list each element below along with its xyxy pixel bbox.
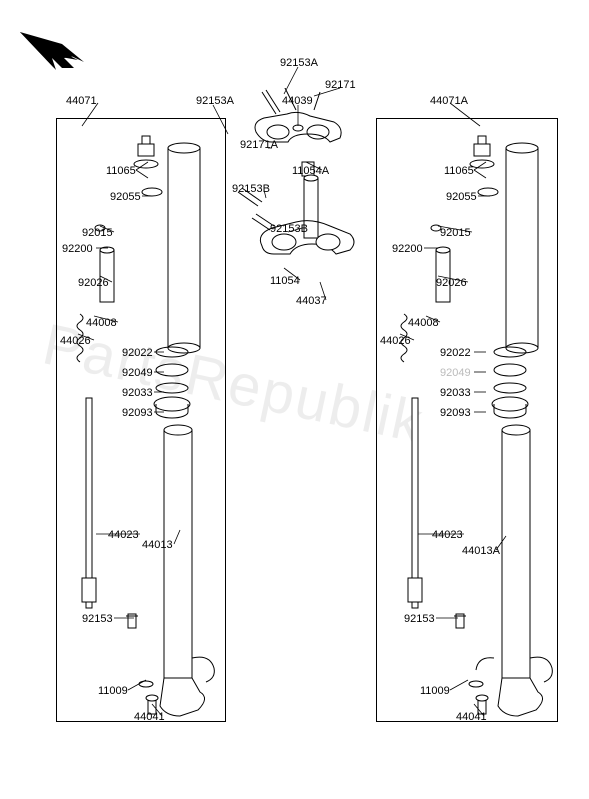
part-label-92153A_L: 92153A [196,96,234,107]
part-label-92049_L: 92049 [122,368,153,379]
part-label-92055_R: 92055 [446,192,477,203]
part-label-92093_L: 92093 [122,408,153,419]
part-label-44041_L: 44041 [134,712,165,723]
part-label-92153B_L: 92153B [270,224,308,235]
part-label-44023_R: 44023 [432,530,463,541]
part-label-11065_R: 11065 [444,166,474,177]
part-label-11009_R: 11009 [420,686,450,697]
part-label-44026_R: 44026 [380,336,411,347]
part-label-92033_R: 92033 [440,388,471,399]
part-label-92022_L: 92022 [122,348,153,359]
part-label-92171A: 92171A [240,140,278,151]
part-label-11009_L: 11009 [98,686,128,697]
part-label-92200_R: 92200 [392,244,423,255]
leader-lines [0,0,589,799]
part-label-44039: 44039 [282,96,313,107]
diagram-container: PartsRepublik [0,0,589,799]
part-label-92153_L: 92153 [82,614,113,625]
part-label-44071A: 44071A [430,96,468,107]
part-label-44041_R: 44041 [456,712,487,723]
part-label-92153B_U: 92153B [232,184,270,195]
part-label-92022_R: 92022 [440,348,471,359]
part-label-92026_R: 92026 [436,278,467,289]
part-label-44037: 44037 [296,296,327,307]
part-label-92200_L: 92200 [62,244,93,255]
part-label-92015_R: 92015 [440,228,471,239]
part-label-11054A: 11054A [292,166,329,177]
part-label-44023_L: 44023 [108,530,139,541]
part-label-44013A: 44013A [462,546,500,557]
part-label-44008_L: 44008 [86,318,117,329]
part-label-92033_L: 92033 [122,388,153,399]
part-label-11065_L: 11065 [106,166,136,177]
part-label-44008_R: 44008 [408,318,439,329]
part-label-44071: 44071 [66,96,97,107]
part-label-92153_R: 92153 [404,614,435,625]
part-label-92049_R: 92049 [440,368,471,379]
part-label-11054: 11054 [270,276,300,287]
part-label-92153A_C: 92153A [280,58,318,69]
part-label-92026_L: 92026 [78,278,109,289]
part-label-92015_L: 92015 [82,228,113,239]
part-label-92171: 92171 [325,80,356,91]
part-label-44013_L: 44013 [142,540,173,551]
part-label-44026_L: 44026 [60,336,91,347]
part-label-92055_L: 92055 [110,192,141,203]
part-label-92093_R: 92093 [440,408,471,419]
